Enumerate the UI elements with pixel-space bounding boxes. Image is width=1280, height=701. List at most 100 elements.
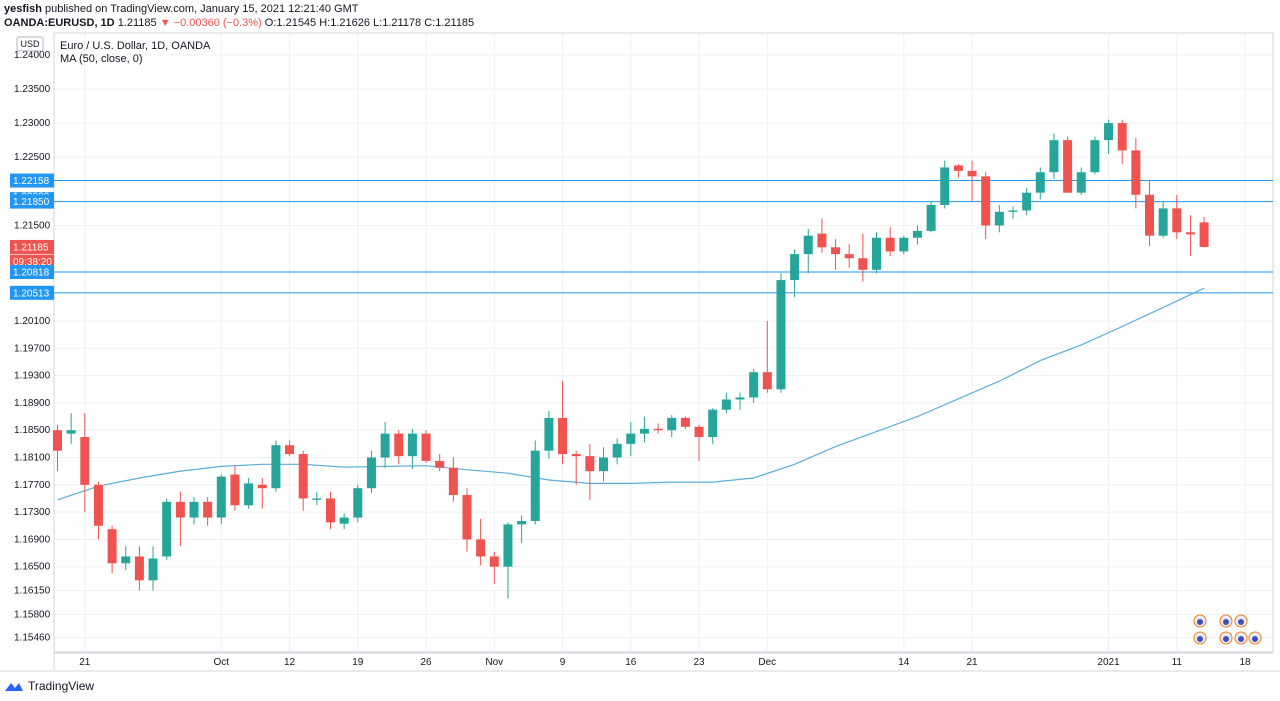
- candle-down[interactable]: [1199, 222, 1209, 247]
- candle-up[interactable]: [1104, 123, 1114, 141]
- candle-up[interactable]: [1158, 208, 1168, 236]
- publisher-name[interactable]: yesfish: [4, 3, 42, 15]
- candle-down[interactable]: [1117, 123, 1127, 151]
- candle-down[interactable]: [326, 498, 335, 523]
- y-tick-label: 1.19300: [14, 371, 51, 382]
- candle-up[interactable]: [639, 428, 649, 434]
- candle-up[interactable]: [1035, 172, 1045, 193]
- candle-up[interactable]: [121, 556, 131, 564]
- x-tick-label: 21: [79, 657, 91, 668]
- candle-down[interactable]: [175, 501, 185, 518]
- candle-down[interactable]: [1063, 140, 1073, 193]
- candle-up[interactable]: [912, 230, 922, 238]
- candle-down[interactable]: [462, 495, 472, 540]
- candle-up[interactable]: [162, 501, 172, 557]
- candle-down[interactable]: [489, 556, 499, 567]
- candle-down[interactable]: [571, 454, 581, 457]
- candle-up[interactable]: [803, 235, 813, 255]
- candle-up[interactable]: [940, 167, 950, 205]
- candle-down[interactable]: [653, 428, 663, 431]
- candle-down[interactable]: [844, 254, 854, 259]
- candle-up[interactable]: [271, 445, 281, 489]
- candle-up[interactable]: [1049, 140, 1059, 173]
- candle-up[interactable]: [899, 237, 909, 252]
- candle-down[interactable]: [448, 467, 458, 496]
- candle-down[interactable]: [93, 484, 103, 526]
- candle-up[interactable]: [148, 558, 158, 581]
- candle-down[interactable]: [558, 417, 568, 455]
- candle-down[interactable]: [107, 529, 117, 564]
- candle-up[interactable]: [407, 433, 417, 457]
- candle-down[interactable]: [435, 460, 445, 468]
- footer-brand[interactable]: TradingView: [4, 679, 94, 693]
- candle-up[interactable]: [626, 433, 636, 444]
- candle-down[interactable]: [694, 426, 704, 438]
- candle-up[interactable]: [353, 488, 363, 518]
- candle-down[interactable]: [858, 258, 868, 270]
- candle-up[interactable]: [1022, 192, 1032, 211]
- candle-down[interactable]: [831, 247, 841, 255]
- publish-line: yesfish published on TradingView.com, Ja…: [4, 2, 474, 16]
- candle-down[interactable]: [967, 170, 977, 177]
- currency-box[interactable]: [16, 36, 44, 52]
- candle-down[interactable]: [585, 456, 595, 472]
- candle-up[interactable]: [612, 443, 622, 458]
- candle-down[interactable]: [1131, 150, 1141, 195]
- candle-down[interactable]: [134, 556, 144, 581]
- candle-up[interactable]: [1090, 140, 1100, 173]
- x-tick-label: 14: [898, 657, 910, 668]
- candle-up[interactable]: [244, 483, 254, 506]
- candle-up[interactable]: [721, 399, 731, 410]
- candle-down[interactable]: [817, 233, 827, 248]
- candle-down[interactable]: [1145, 194, 1154, 236]
- candle-up[interactable]: [380, 433, 390, 458]
- candle-up[interactable]: [1008, 210, 1018, 212]
- candle-down[interactable]: [680, 417, 690, 427]
- candle-down[interactable]: [285, 445, 295, 455]
- candle-down[interactable]: [953, 165, 963, 171]
- candle-up[interactable]: [994, 211, 1004, 226]
- candle-up[interactable]: [189, 501, 199, 518]
- candle-up[interactable]: [776, 280, 786, 390]
- candle-down[interactable]: [53, 430, 62, 451]
- candle-up[interactable]: [1076, 172, 1086, 193]
- candle-up[interactable]: [339, 517, 349, 524]
- candle-down[interactable]: [230, 474, 240, 506]
- y-tick-label: 1.20100: [14, 316, 51, 327]
- candle-up[interactable]: [216, 476, 226, 518]
- candle-up[interactable]: [544, 417, 554, 451]
- candle-down[interactable]: [1172, 208, 1182, 233]
- y-tick-label: 1.19700: [14, 343, 51, 354]
- candle-down[interactable]: [762, 372, 772, 390]
- candle-down[interactable]: [203, 501, 213, 518]
- down-arrow-icon: ▼: [159, 17, 171, 29]
- candle-up[interactable]: [749, 372, 759, 398]
- candle-up[interactable]: [530, 450, 540, 521]
- candle-down[interactable]: [394, 433, 404, 457]
- candle-down[interactable]: [885, 237, 895, 252]
- event-flag-icon-dot: [1197, 619, 1203, 625]
- candle-down[interactable]: [298, 454, 308, 499]
- candle-up[interactable]: [735, 397, 745, 400]
- candle-down[interactable]: [257, 484, 267, 489]
- candle-up[interactable]: [503, 524, 513, 567]
- candle-up[interactable]: [708, 409, 718, 438]
- candle-up[interactable]: [366, 457, 376, 489]
- event-flag-icon-dot: [1252, 636, 1258, 642]
- candle-up[interactable]: [66, 430, 76, 434]
- y-tick-label: 1.16900: [14, 534, 51, 545]
- candle-up[interactable]: [790, 254, 800, 281]
- candle-up[interactable]: [872, 237, 881, 270]
- candle-down[interactable]: [981, 176, 991, 226]
- candle-up[interactable]: [517, 520, 527, 525]
- candle-up[interactable]: [667, 417, 677, 431]
- candle-down[interactable]: [421, 433, 431, 461]
- candle-up[interactable]: [926, 204, 936, 231]
- candle-down[interactable]: [80, 437, 90, 485]
- candle-up[interactable]: [312, 498, 322, 500]
- candle-down[interactable]: [1185, 232, 1195, 235]
- y-tick-label: 1.16150: [14, 586, 51, 597]
- candle-up[interactable]: [599, 457, 608, 472]
- candle-down[interactable]: [476, 539, 486, 557]
